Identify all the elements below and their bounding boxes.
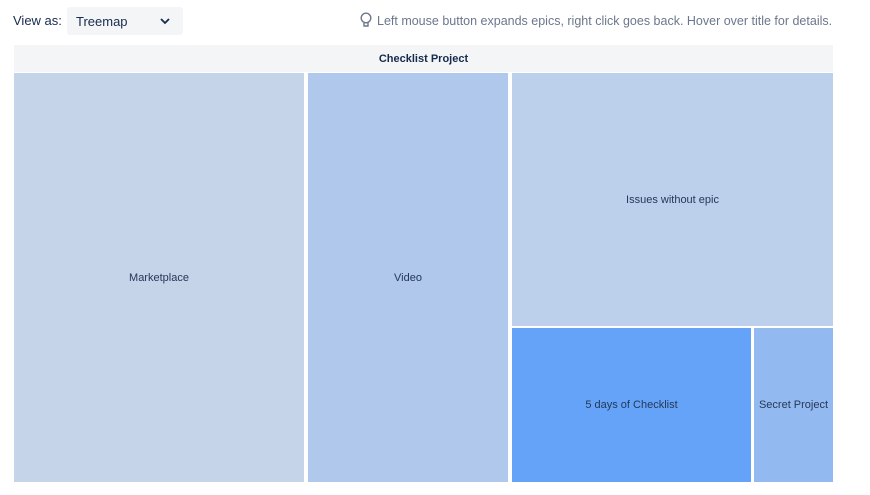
hint-text: Left mouse button expands epics, right c… xyxy=(377,14,833,28)
tile[interactable]: Video xyxy=(308,73,508,482)
tile[interactable]: Marketplace xyxy=(14,73,304,482)
view-label: View as: xyxy=(13,13,62,28)
bulb-icon xyxy=(360,12,372,27)
tile[interactable]: Issues without epic xyxy=(512,73,833,326)
tile[interactable]: Secret Project xyxy=(754,328,833,482)
chevron-icon xyxy=(160,18,170,25)
tile[interactable]: 5 days of Checklist xyxy=(512,328,751,482)
view-value: Treemap xyxy=(76,14,128,29)
treemap-title[interactable]: Checklist Project xyxy=(14,45,833,72)
view-select[interactable]: Treemap xyxy=(67,7,183,35)
